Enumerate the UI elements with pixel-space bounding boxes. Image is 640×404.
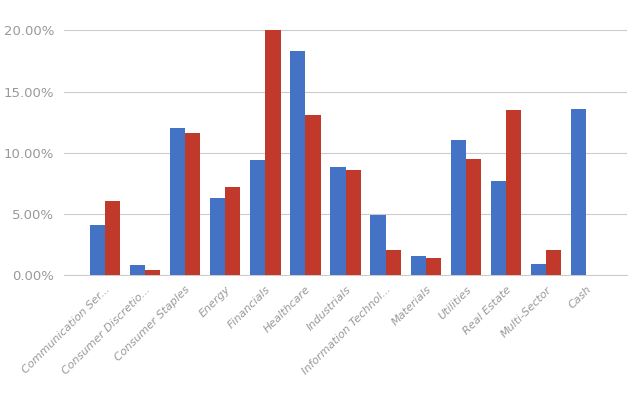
- Bar: [371, 215, 386, 275]
- Bar: [346, 170, 361, 275]
- Bar: [571, 109, 586, 275]
- Bar: [531, 264, 546, 275]
- Bar: [290, 51, 305, 275]
- Bar: [170, 128, 185, 275]
- Bar: [185, 133, 200, 275]
- Bar: [250, 160, 266, 275]
- Bar: [466, 159, 481, 275]
- Bar: [305, 115, 321, 275]
- Bar: [225, 187, 241, 275]
- Bar: [266, 30, 280, 275]
- Bar: [386, 250, 401, 275]
- Bar: [330, 167, 346, 275]
- Bar: [426, 258, 441, 275]
- Bar: [210, 198, 225, 275]
- Bar: [130, 265, 145, 275]
- Bar: [90, 225, 105, 275]
- Bar: [411, 257, 426, 275]
- Bar: [491, 181, 506, 275]
- Bar: [145, 270, 160, 275]
- Bar: [546, 250, 561, 275]
- Bar: [506, 110, 522, 275]
- Bar: [105, 202, 120, 275]
- Bar: [451, 140, 466, 275]
